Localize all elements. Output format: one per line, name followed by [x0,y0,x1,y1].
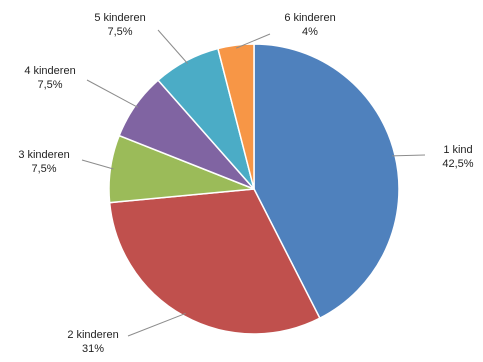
leader-line-4-kinderen [86,79,139,108]
leader-line-2-kinderen [127,312,186,337]
data-label-category: 6 kinderen [284,12,335,24]
data-label-value: 31% [82,343,104,355]
pie-slice-6-kinderen [217,43,255,190]
leader-line-3-kinderen [81,159,114,170]
data-label-category: 5 kinderen [94,12,145,24]
pie-slice-1-kind [253,43,400,320]
data-label-category: 3 kinderen [18,149,69,161]
pie-slice-2-kinderen [108,188,321,335]
data-label-value: 42,5% [442,158,473,170]
data-label-value: 7,5% [31,163,56,175]
data-label-value: 7,5% [107,26,132,38]
data-label-value: 7,5% [37,79,62,91]
data-label-category: 1 kind [443,144,472,156]
data-label-value: 4% [302,26,318,38]
data-label-category: 2 kinderen [67,329,118,341]
leader-line-1-kind [392,154,426,157]
data-label-category: 4 kinderen [24,65,75,77]
leader-line-5-kinderen [157,29,188,64]
leader-line-6-kinderen [236,33,271,49]
